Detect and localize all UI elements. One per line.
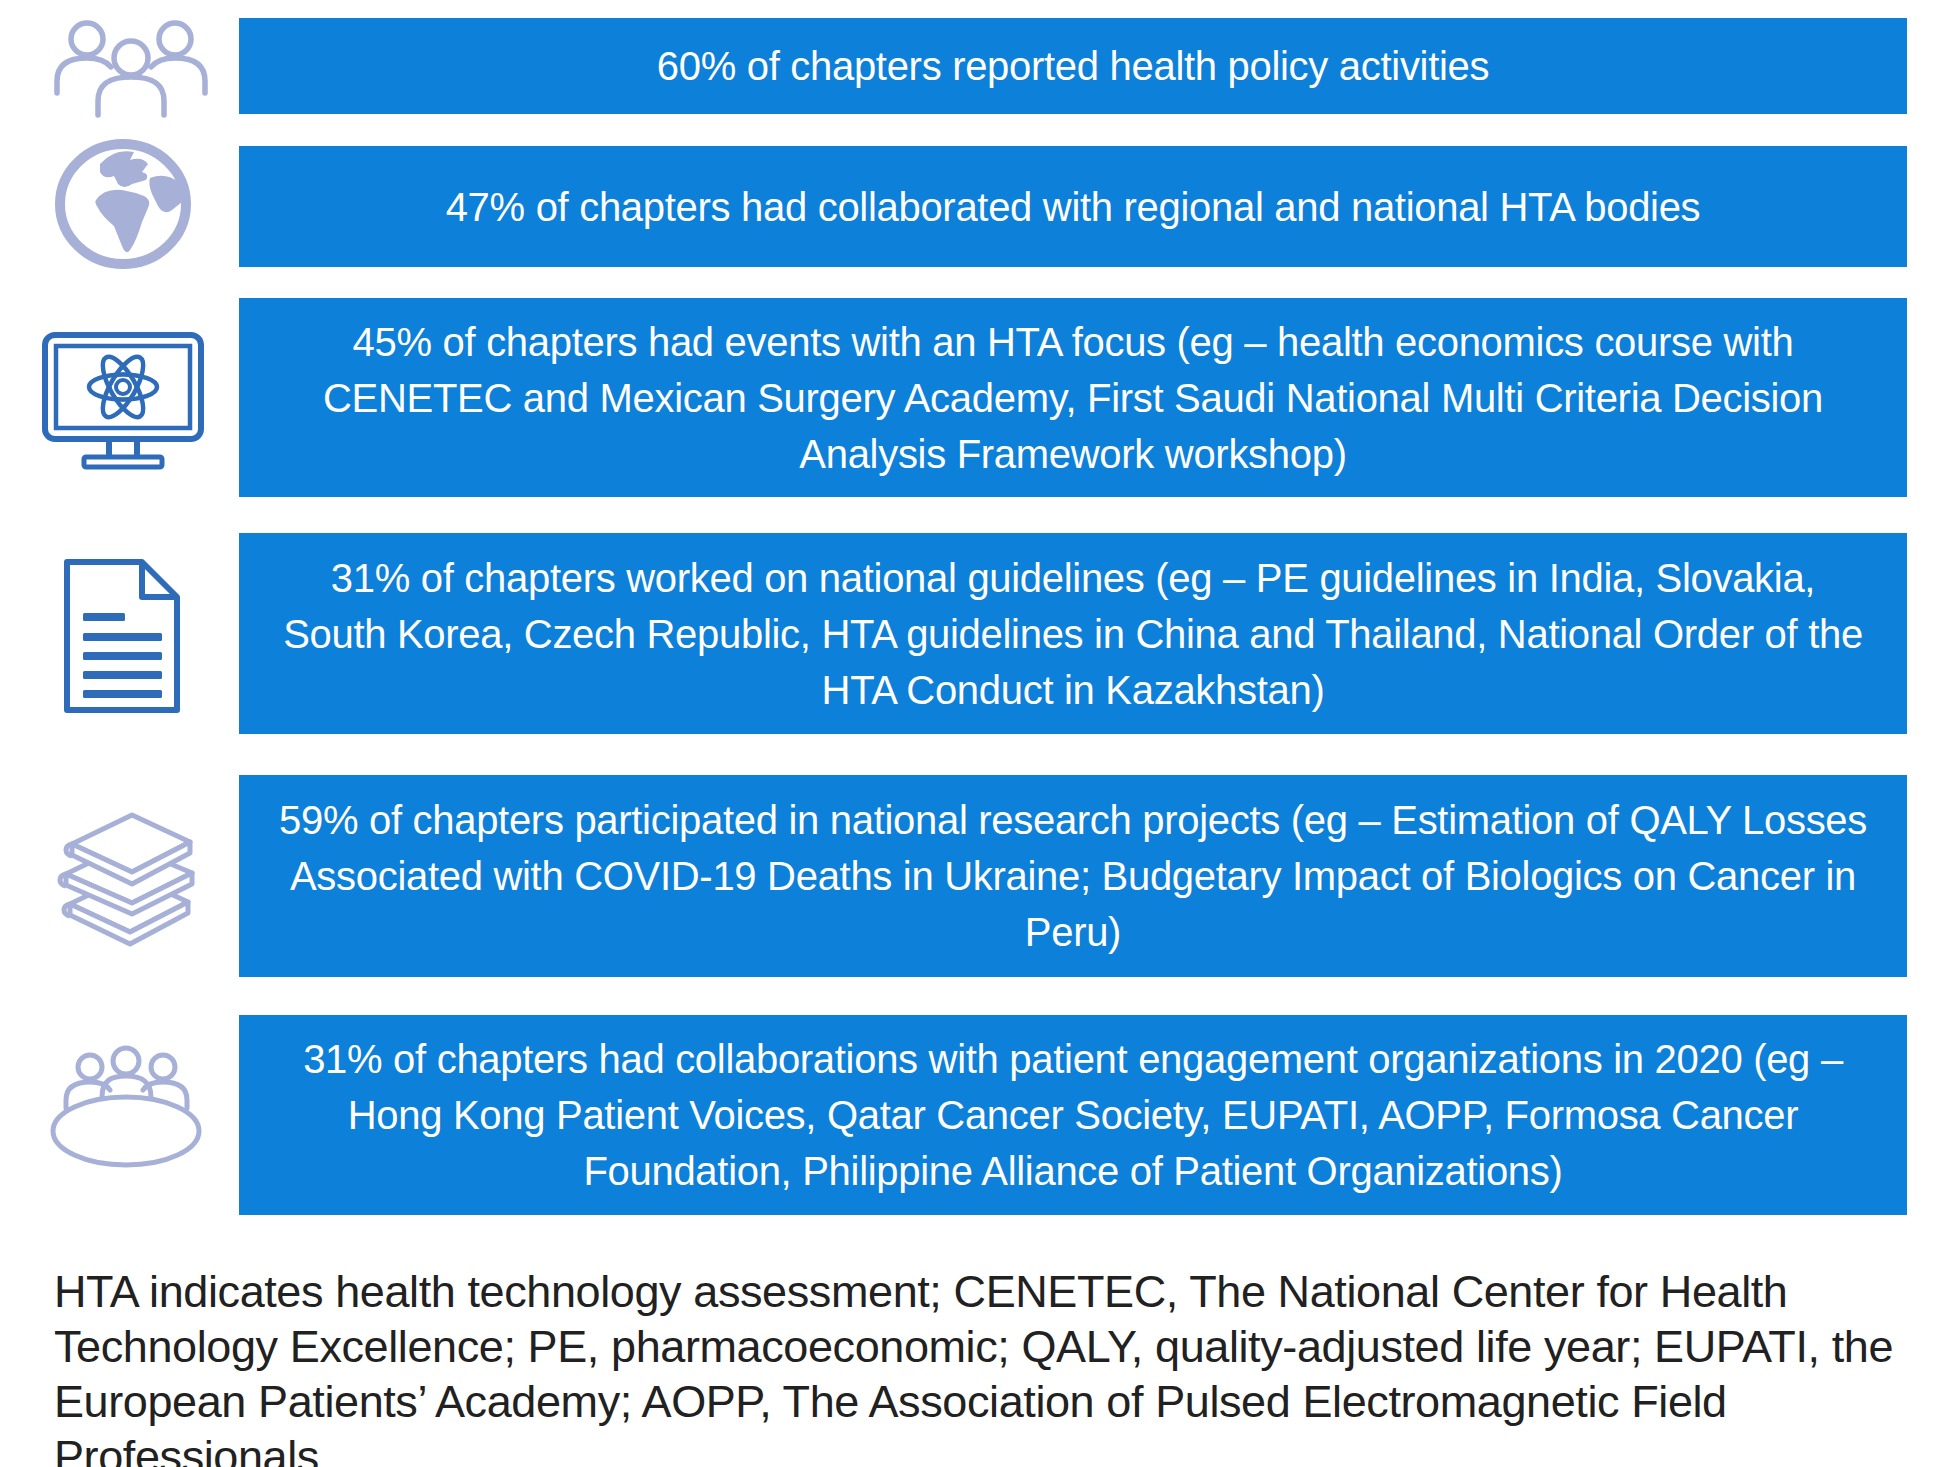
people-group-icon	[50, 16, 212, 118]
infographic-figure: 60% of chapters reported health policy a…	[0, 0, 1940, 1467]
globe-icon	[54, 138, 192, 270]
stat-bar-health-policy: 60% of chapters reported health policy a…	[239, 18, 1907, 114]
footnote-text: HTA indicates health technology assessme…	[54, 1264, 1910, 1467]
stat-bar-research-projects: 59% of chapters participated in national…	[239, 775, 1907, 977]
stat-bar-hta-bodies: 47% of chapters had collaborated with re…	[239, 146, 1907, 267]
stat-bar-hta-events: 45% of chapters had events with an HTA f…	[239, 298, 1907, 497]
meeting-table-icon	[46, 1042, 206, 1172]
stat-bar-patient-engagement: 31% of chapters had collaborations with …	[239, 1015, 1907, 1215]
document-icon	[58, 556, 186, 716]
stat-bar-national-guidelines: 31% of chapters worked on national guide…	[239, 533, 1907, 734]
books-icon	[44, 804, 204, 949]
monitor-atom-icon	[42, 332, 204, 474]
